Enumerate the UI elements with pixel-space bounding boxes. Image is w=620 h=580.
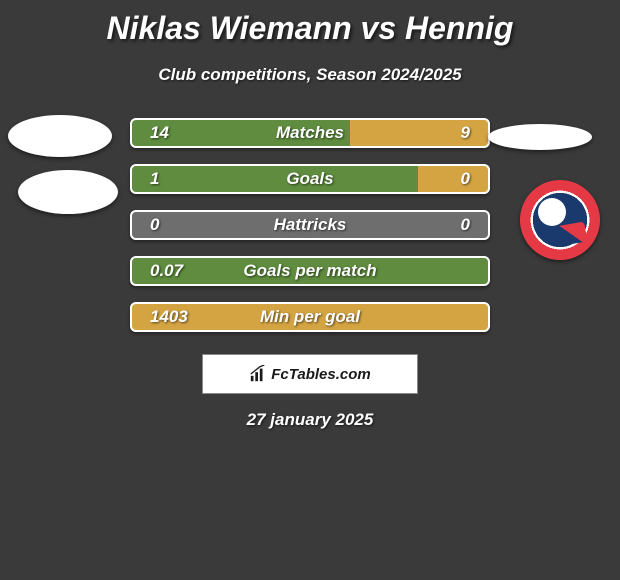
footer-attribution: FcTables.com [202, 354, 418, 394]
stat-label: Min per goal [260, 307, 360, 327]
stat-bar: Hattricks 0 0 [130, 210, 490, 240]
stat-row: Min per goal 1403 [0, 299, 620, 335]
stat-bar: Matches 14 9 [130, 118, 490, 148]
stat-value-left: 1403 [150, 307, 188, 327]
stat-value-left: 0.07 [150, 261, 183, 281]
stat-value-left: 1 [150, 169, 159, 189]
page-title: Niklas Wiemann vs Hennig [0, 10, 620, 47]
stat-value-right: 0 [461, 215, 470, 235]
stat-value-left: 14 [150, 123, 169, 143]
stat-label: Hattricks [274, 215, 347, 235]
stat-label: Goals per match [243, 261, 376, 281]
player1-avatar [8, 115, 112, 157]
stat-bar: Goals per match 0.07 [130, 256, 490, 286]
stat-label: Goals [286, 169, 333, 189]
stat-value-left: 0 [150, 215, 159, 235]
stat-bar: Min per goal 1403 [130, 302, 490, 332]
stat-bar: Goals 1 0 [130, 164, 490, 194]
stat-bar-left [130, 164, 418, 194]
stat-value-right: 0 [461, 169, 470, 189]
player2-avatar [488, 124, 592, 150]
chart-icon [249, 365, 267, 383]
stat-value-right: 9 [461, 123, 470, 143]
stat-label: Matches [276, 123, 344, 143]
date-label: 27 january 2025 [247, 410, 374, 430]
player1-club-avatar [18, 170, 118, 214]
player2-club-badge [520, 180, 600, 260]
stat-row: Goals per match 0.07 [0, 253, 620, 289]
stat-bar-right [418, 164, 490, 194]
footer-text: FcTables.com [271, 366, 370, 383]
page-subtitle: Club competitions, Season 2024/2025 [0, 65, 620, 85]
